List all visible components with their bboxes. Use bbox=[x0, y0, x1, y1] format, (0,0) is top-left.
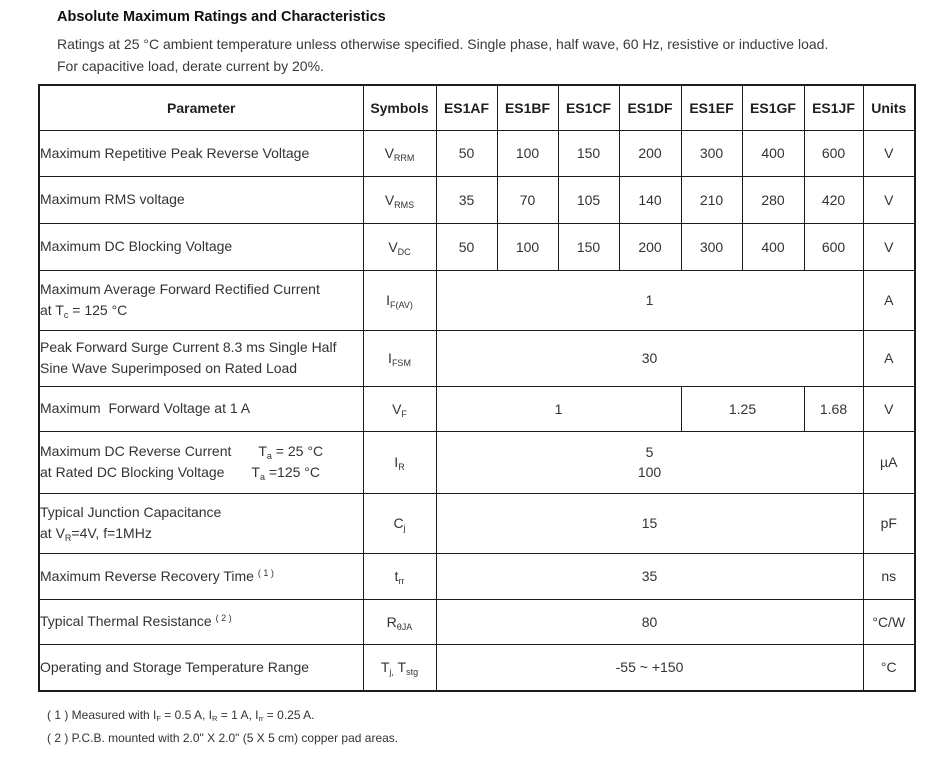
table-row: Typical Thermal Resistance ( 2 ) RθJA 80 °C… bbox=[38, 598, 916, 645]
unit-cell: A bbox=[862, 329, 916, 387]
value-cell: 50 bbox=[435, 129, 498, 177]
column-header-es1cf: ES1CF bbox=[557, 84, 620, 131]
table-row: Maximum RMS voltage VRMS 35 70 105 140 210 280 4… bbox=[38, 175, 916, 224]
page-title: Absolute Maximum Ratings and Characteris… bbox=[57, 9, 386, 25]
value-cell: 600 bbox=[803, 129, 864, 177]
value-cell: 5 100 bbox=[435, 430, 864, 494]
parameter-cell: Maximum DC Reverse Current Ta = 25 °C at … bbox=[38, 430, 364, 494]
unit-cell: µA bbox=[862, 430, 916, 494]
symbol-cell: VRMS bbox=[362, 175, 437, 224]
value-cell: 50 bbox=[435, 222, 498, 271]
column-header-es1bf: ES1BF bbox=[496, 84, 559, 131]
parameter-cell: Operating and Storage Temperature Range bbox=[38, 643, 364, 692]
value-cell: 1.25 bbox=[680, 385, 805, 432]
table-row: Maximum Forward Voltage at 1 A VF 1 1.25 1.6… bbox=[38, 385, 916, 432]
value-cell: 400 bbox=[741, 129, 805, 177]
column-header-parameter: Parameter bbox=[38, 84, 364, 131]
table-row: Maximum DC Blocking Voltage VDC 50 100 150 20… bbox=[38, 222, 916, 271]
table-header-row: Parameter Symbols ES1AF ES1BF ES1CF ES1DF ES1E… bbox=[38, 84, 916, 131]
unit-cell: V bbox=[862, 175, 916, 224]
footnote-line: ( 1 ) Measured with IF = 0.5 A, IR = 1 A… bbox=[47, 708, 315, 723]
symbol-cell: IF(AV) bbox=[362, 269, 437, 331]
value-cell: 100 bbox=[496, 129, 559, 177]
value-cell: 15 bbox=[435, 492, 864, 554]
value-cell: 420 bbox=[803, 175, 864, 224]
unit-cell: V bbox=[862, 385, 916, 432]
table-row: Maximum Average Forward Rectified Curren… bbox=[38, 269, 916, 331]
table-row: Maximum Repetitive Peak Reverse Voltage V… bbox=[38, 129, 916, 177]
table-row: Typical Junction Capacitance at VR=4V, f=… bbox=[38, 492, 916, 554]
unit-cell: V bbox=[862, 129, 916, 177]
subtitle-line-1: Ratings at 25 °C ambient temperature unl… bbox=[57, 36, 829, 52]
parameter-cell: Maximum Forward Voltage at 1 A bbox=[38, 385, 364, 432]
parameter-cell: Maximum DC Blocking Voltage bbox=[38, 222, 364, 271]
parameter-cell: Typical Junction Capacitance at VR=4V, f=… bbox=[38, 492, 364, 554]
column-header-units: Units bbox=[862, 84, 916, 131]
unit-cell: °C/W bbox=[862, 598, 916, 645]
subtitle: Ratings at 25 °C ambient temperature unl… bbox=[57, 34, 828, 77]
parameter-cell: Peak Forward Surge Current 8.3 ms Single… bbox=[38, 329, 364, 387]
parameter-cell: Maximum RMS voltage bbox=[38, 175, 364, 224]
subtitle-line-2: For capacitive load, derate current by 2… bbox=[57, 57, 324, 74]
value-cell: 35 bbox=[435, 175, 498, 224]
unit-cell: ns bbox=[862, 552, 916, 600]
symbol-cell: VRRM bbox=[362, 129, 437, 177]
value-cell: 210 bbox=[680, 175, 743, 224]
parameter-cell: Maximum Average Forward Rectified Curren… bbox=[38, 269, 364, 331]
symbol-cell: IFSM bbox=[362, 329, 437, 387]
value-cell: 150 bbox=[557, 129, 620, 177]
footnote-line: ( 2 ) P.C.B. mounted with 2.0" X 2.0" (5… bbox=[47, 731, 399, 745]
value-cell: 140 bbox=[618, 175, 682, 224]
table-row: Maximum DC Reverse Current Ta = 25 °C at … bbox=[38, 430, 916, 494]
value-cell: 100 bbox=[496, 222, 559, 271]
value-cell: 200 bbox=[618, 129, 682, 177]
symbol-cell: Cj bbox=[362, 492, 437, 554]
parameter-cell: Typical Thermal Resistance ( 2 ) bbox=[38, 598, 364, 645]
value-cell: 30 bbox=[435, 329, 864, 387]
value-cell: 1.68 bbox=[803, 385, 864, 432]
parameter-cell: Maximum Reverse Recovery Time ( 1 ) bbox=[38, 552, 364, 600]
column-header-es1gf: ES1GF bbox=[741, 84, 805, 131]
table-row: Operating and Storage Temperature Range T… bbox=[38, 643, 916, 692]
absolute-maximum-ratings-table: Parameter Symbols ES1AF ES1BF ES1CF ES1DF ES1E… bbox=[38, 84, 916, 692]
value-cell: 280 bbox=[741, 175, 805, 224]
table-row: Maximum Reverse Recovery Time ( 1 ) trr 35… bbox=[38, 552, 916, 600]
unit-cell: V bbox=[862, 222, 916, 271]
value-cell: 300 bbox=[680, 129, 743, 177]
column-header-es1af: ES1AF bbox=[435, 84, 498, 131]
symbol-cell: trr bbox=[362, 552, 437, 600]
symbol-cell: VDC bbox=[362, 222, 437, 271]
column-header-es1df: ES1DF bbox=[618, 84, 682, 131]
value-cell: 1 bbox=[435, 385, 682, 432]
value-cell: -55 ~ +150 bbox=[435, 643, 864, 692]
value-cell: 600 bbox=[803, 222, 864, 271]
symbol-cell: Tj, Tstg bbox=[362, 643, 437, 692]
parameter-cell: Maximum Repetitive Peak Reverse Voltage bbox=[38, 129, 364, 177]
column-header-symbols: Symbols bbox=[362, 84, 437, 131]
unit-cell: pF bbox=[862, 492, 916, 554]
footnotes: ( 1 ) Measured with IF = 0.5 A, IR = 1 A… bbox=[47, 704, 398, 750]
symbol-cell: IR bbox=[362, 430, 437, 494]
value-cell: 400 bbox=[741, 222, 805, 271]
value-cell: 150 bbox=[557, 222, 620, 271]
column-header-es1ef: ES1EF bbox=[680, 84, 743, 131]
value-cell: 300 bbox=[680, 222, 743, 271]
value-cell: 1 bbox=[435, 269, 864, 331]
value-cell: 200 bbox=[618, 222, 682, 271]
column-header-es1jf: ES1JF bbox=[803, 84, 864, 131]
unit-cell: A bbox=[862, 269, 916, 331]
value-cell: 105 bbox=[557, 175, 620, 224]
value-cell: 80 bbox=[435, 598, 864, 645]
value-cell: 70 bbox=[496, 175, 559, 224]
unit-cell: °C bbox=[862, 643, 916, 692]
symbol-cell: RθJA bbox=[362, 598, 437, 645]
symbol-cell: VF bbox=[362, 385, 437, 432]
value-cell: 35 bbox=[435, 552, 864, 600]
table-row: Peak Forward Surge Current 8.3 ms Single… bbox=[38, 329, 916, 387]
